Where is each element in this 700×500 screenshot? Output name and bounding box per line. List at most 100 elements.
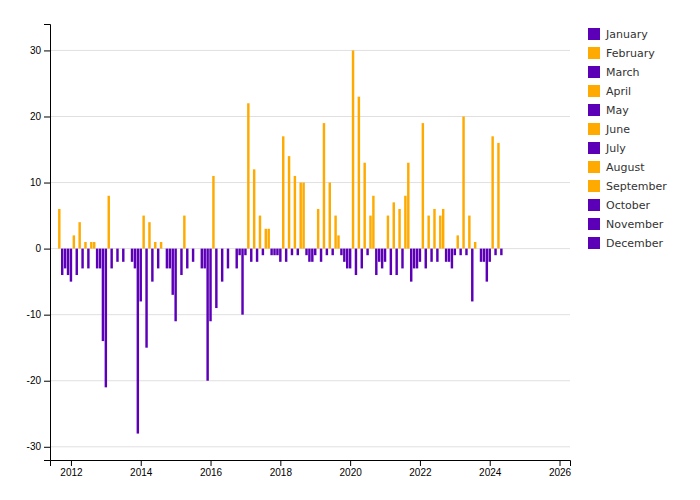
- bar: [259, 216, 261, 249]
- bar: [468, 216, 470, 249]
- bar: [387, 216, 389, 249]
- bar: [457, 235, 459, 248]
- bar: [67, 249, 69, 275]
- bar: [349, 249, 351, 269]
- bar: [267, 229, 269, 249]
- bar: [451, 249, 453, 269]
- bar: [93, 242, 95, 249]
- y-tick-label: 30: [30, 45, 42, 56]
- legend-swatch: [588, 104, 600, 116]
- bar: [390, 249, 392, 275]
- bar: [96, 249, 98, 269]
- bar: [273, 249, 275, 256]
- bar: [439, 216, 441, 249]
- bar: [366, 249, 368, 256]
- x-tick-mark: [560, 460, 561, 466]
- bar: [282, 136, 284, 248]
- bar: [340, 249, 342, 256]
- x-tick-label: 2016: [200, 467, 223, 478]
- bar: [227, 249, 229, 269]
- bar: [192, 249, 194, 262]
- bar: [323, 123, 325, 249]
- bar: [285, 249, 287, 262]
- bar: [230, 248, 232, 249]
- bar: [311, 249, 313, 262]
- y-tick-label: -10: [27, 309, 42, 320]
- bar: [279, 249, 281, 262]
- x-tick: 2020: [340, 460, 363, 478]
- bar: [497, 143, 499, 249]
- bar: [445, 249, 447, 262]
- y-tick: 10: [30, 177, 50, 188]
- legend-item: September: [588, 180, 667, 193]
- y-tick: 0: [35, 243, 50, 254]
- bar: [116, 249, 118, 262]
- bar: [407, 163, 409, 249]
- bar: [180, 249, 182, 275]
- legend-label: February: [606, 47, 655, 60]
- legend-label: July: [605, 142, 626, 155]
- bar: [416, 249, 418, 269]
- bar: [346, 249, 348, 269]
- chart: 20122014201620182020202220242026-30-20-1…: [0, 0, 700, 500]
- bar: [393, 202, 395, 248]
- bar: [215, 249, 217, 308]
- legend: JanuaryFebruaryMarchAprilMayJuneJulyAugu…: [588, 28, 667, 250]
- bar: [145, 249, 147, 348]
- y-tick-label: -30: [27, 441, 42, 452]
- bar: [218, 248, 220, 249]
- x-tick: 2024: [479, 460, 502, 478]
- bar: [76, 249, 78, 275]
- bar: [427, 216, 429, 249]
- bar: [131, 249, 133, 262]
- bar: [288, 156, 290, 248]
- y-tick: -20: [27, 375, 50, 386]
- legend-label: August: [606, 161, 645, 174]
- bar: [329, 183, 331, 249]
- legend-label: January: [605, 28, 648, 41]
- bar: [148, 222, 150, 248]
- bar: [221, 249, 223, 282]
- y-tick: -10: [27, 309, 50, 320]
- bar: [189, 248, 191, 249]
- bar: [270, 249, 272, 256]
- y-tick-mark: [44, 116, 50, 117]
- bar: [317, 209, 319, 249]
- bar: [436, 249, 438, 262]
- bar: [500, 249, 502, 256]
- bar: [174, 249, 176, 322]
- bar: [358, 97, 360, 249]
- legend-swatch: [588, 237, 600, 249]
- bar: [413, 249, 415, 269]
- bar: [64, 249, 66, 269]
- y-tick-label: 0: [35, 243, 41, 254]
- bar: [244, 249, 246, 256]
- bar: [108, 196, 110, 249]
- bar: [425, 249, 427, 269]
- x-tick: 2018: [270, 460, 293, 478]
- legend-item: July: [588, 142, 626, 155]
- bar: [363, 163, 365, 249]
- bar: [203, 249, 205, 269]
- x-axis-line: [51, 461, 571, 467]
- bar: [61, 249, 63, 275]
- bar: [477, 248, 479, 249]
- y-tick-mark: [44, 315, 50, 316]
- legend-swatch: [588, 28, 600, 40]
- x-tick-label: 2024: [479, 467, 502, 478]
- bar: [320, 249, 322, 262]
- x-tick: 2022: [409, 460, 432, 478]
- bar: [384, 249, 386, 262]
- grid-line: [50, 50, 570, 51]
- x-tick-label: 2026: [549, 467, 572, 478]
- y-tick-mark: [44, 447, 50, 448]
- bar: [276, 249, 278, 256]
- x-tick-mark: [71, 460, 72, 466]
- bar: [128, 248, 130, 249]
- bar: [422, 123, 424, 249]
- bar: [125, 248, 127, 249]
- legend-swatch: [588, 161, 600, 173]
- bar: [372, 196, 374, 249]
- bar: [73, 235, 75, 248]
- bar: [140, 249, 142, 302]
